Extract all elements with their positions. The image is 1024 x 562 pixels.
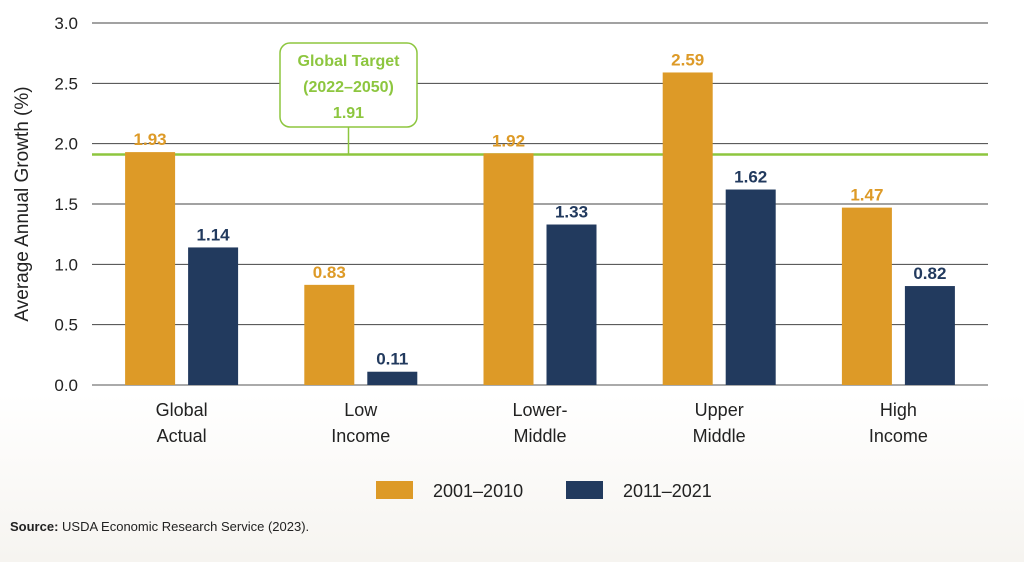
bar bbox=[662, 72, 713, 386]
bar bbox=[367, 371, 418, 385]
data-label: 1.47 bbox=[850, 186, 883, 205]
y-tick-label: 1.0 bbox=[54, 255, 78, 274]
legend: 2001–2010 2011–2021 bbox=[376, 481, 712, 501]
category-labels: Global Actual Low Income Lower- Middle Upper Mi… bbox=[156, 400, 928, 446]
bar bbox=[483, 153, 534, 385]
category-label: Income bbox=[331, 426, 390, 446]
data-label: 1.14 bbox=[197, 225, 231, 244]
bar bbox=[546, 224, 597, 385]
data-label: 1.33 bbox=[555, 203, 588, 222]
target-callout-box bbox=[279, 42, 418, 128]
target-callout-text: Global Target bbox=[298, 53, 401, 70]
category-label: Middle bbox=[693, 426, 746, 446]
data-label: 2.59 bbox=[671, 50, 704, 69]
data-label: 1.62 bbox=[734, 168, 767, 187]
category-label: High bbox=[880, 400, 917, 420]
y-tick-label: 2.5 bbox=[54, 74, 78, 93]
data-label: 1.92 bbox=[492, 131, 525, 150]
y-tick-label: 1.5 bbox=[54, 195, 78, 214]
data-label: 0.83 bbox=[313, 263, 346, 282]
data-label: 1.93 bbox=[134, 130, 167, 149]
bar bbox=[304, 284, 355, 385]
y-tick-label: 2.0 bbox=[54, 135, 78, 154]
y-tick-label: 3.0 bbox=[54, 14, 78, 33]
bar bbox=[125, 152, 176, 385]
legend-swatch bbox=[376, 481, 413, 499]
y-tick-labels: 0.0 0.5 1.0 1.5 2.0 2.5 3.0 bbox=[54, 14, 78, 395]
legend-label: 2011–2021 bbox=[623, 481, 712, 501]
category-label: Upper bbox=[695, 400, 744, 420]
y-axis-title: Average Annual Growth (%) bbox=[12, 86, 33, 321]
global-target-annotation: Global Target (2022–2050) 1.91 bbox=[92, 42, 988, 156]
gridlines bbox=[92, 22, 988, 386]
legend-label: 2001–2010 bbox=[433, 481, 523, 501]
category-label: Lower- bbox=[512, 400, 567, 420]
data-label: 0.82 bbox=[913, 264, 946, 283]
category-label: Middle bbox=[513, 426, 566, 446]
y-tick-label: 0.0 bbox=[54, 376, 78, 395]
bar-chart: 0.0 0.5 1.0 1.5 2.0 2.5 3.0 Average Annual Gro… bbox=[12, 14, 988, 501]
bar bbox=[725, 189, 776, 385]
category-label: Actual bbox=[157, 426, 207, 446]
bar bbox=[841, 207, 892, 385]
y-tick-label: 0.5 bbox=[54, 316, 78, 335]
source-label: Source: bbox=[10, 519, 59, 534]
target-callout-text: 1.91 bbox=[333, 105, 364, 122]
bar bbox=[188, 247, 239, 385]
target-callout-text: (2022–2050) bbox=[303, 79, 394, 96]
source-text: USDA Economic Research Service (2023). bbox=[62, 519, 310, 534]
bar bbox=[904, 286, 955, 385]
category-label: Income bbox=[869, 426, 928, 446]
legend-swatch bbox=[566, 481, 603, 499]
category-label: Global bbox=[156, 400, 208, 420]
category-label: Low bbox=[344, 400, 378, 420]
bars: 1.93 1.14 0.83 0.11 1.92 1.33 2.59 1.62 1.47 0.82 bbox=[125, 50, 955, 386]
data-label: 0.11 bbox=[376, 350, 408, 369]
source-note: Source: USDA Economic Research Service (… bbox=[10, 519, 309, 534]
